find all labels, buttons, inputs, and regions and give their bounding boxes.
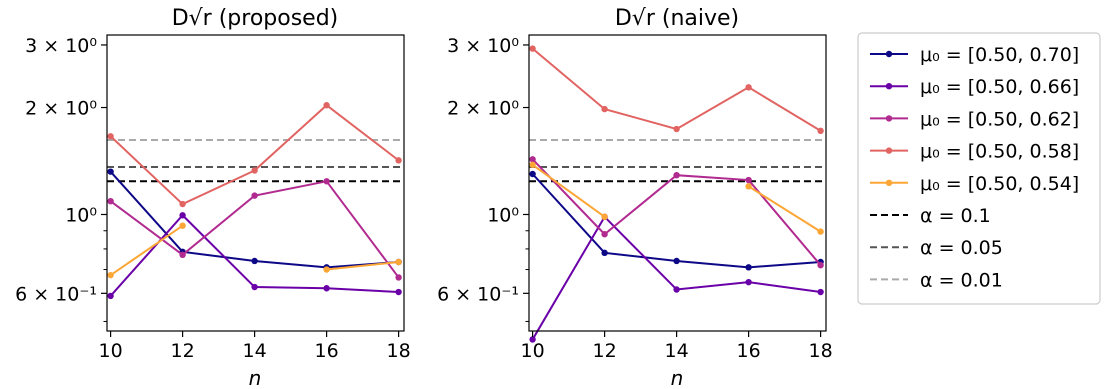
series-point-4-4 xyxy=(817,228,824,235)
series-point-2-4 xyxy=(817,261,824,269)
series-point-1-2 xyxy=(251,283,258,291)
series-point-4-1 xyxy=(179,222,186,229)
series-point-3-2 xyxy=(251,167,258,174)
x-tick-label: 16 xyxy=(737,340,761,362)
series-point-3-3 xyxy=(323,102,330,109)
x-tick-label: 10 xyxy=(99,340,123,362)
series-point-4-0 xyxy=(529,161,536,168)
legend-label-6: α = 0.05 xyxy=(920,237,1003,259)
panel-title-proposed: D√r (proposed) xyxy=(172,6,339,31)
series-line-3-0 xyxy=(109,103,400,206)
series-point-2-1 xyxy=(601,231,608,238)
legend-label-3: μ₀ = [0.50, 0.58] xyxy=(920,141,1079,163)
x-tick-label: 18 xyxy=(809,340,833,362)
series-point-1-4 xyxy=(395,288,402,296)
series-point-1-1 xyxy=(179,212,186,219)
y-tick-label: 6 × 10⁻¹ xyxy=(437,283,519,305)
series-line-4-0 xyxy=(110,224,184,276)
series-line-4-1 xyxy=(326,261,399,271)
y-tick-label: 10⁰ xyxy=(65,204,97,226)
y-tick-label: 2 × 10⁰ xyxy=(447,98,519,120)
series-point-4-1 xyxy=(601,213,608,221)
series-line-4-0 xyxy=(532,163,606,218)
legend-marker-2 xyxy=(885,115,893,122)
series-point-1-4 xyxy=(817,288,824,296)
legend: μ₀ = [0.50, 0.70] μ₀ = [0.50, 0.66] μ₀ = [… xyxy=(857,32,1101,305)
series-point-3-3 xyxy=(745,84,752,91)
y-tick-label: 3 × 10⁰ xyxy=(447,35,519,57)
series-point-3-0 xyxy=(529,45,536,52)
series-point-3-2 xyxy=(673,125,680,133)
legend-label-4: μ₀ = [0.50, 0.54] xyxy=(920,173,1079,195)
series-point-3-4 xyxy=(817,127,824,135)
series-point-2-3 xyxy=(323,178,330,185)
axes-frame xyxy=(106,34,405,332)
series-point-4-3 xyxy=(323,266,330,273)
legend-label-1: μ₀ = [0.50, 0.66] xyxy=(920,76,1079,98)
y-tick-label: 3 × 10⁰ xyxy=(25,35,97,57)
y-tick-label: 6 × 10⁻¹ xyxy=(15,283,97,305)
series-point-2-3 xyxy=(745,176,752,184)
series-point-3-0 xyxy=(107,133,114,140)
legend-label-2: μ₀ = [0.50, 0.62] xyxy=(920,108,1079,130)
series-point-2-2 xyxy=(251,192,258,199)
axes-frame xyxy=(528,34,827,332)
x-axis-label-naive: n xyxy=(671,366,684,389)
series-line-1-0 xyxy=(531,215,821,340)
x-tick-label: 12 xyxy=(593,340,617,362)
legend-marker-3 xyxy=(885,147,893,154)
legend-marker-1 xyxy=(885,83,893,90)
series-point-0-0 xyxy=(529,170,536,178)
series-point-2-2 xyxy=(673,171,680,179)
legend-marker-4 xyxy=(885,179,893,186)
series-point-2-0 xyxy=(107,197,114,205)
x-tick-label: 18 xyxy=(387,340,411,362)
x-tick-label: 12 xyxy=(171,340,195,362)
series-point-1-3 xyxy=(745,278,752,286)
legend-marker-0 xyxy=(885,50,893,58)
series-point-2-4 xyxy=(395,274,402,281)
x-axis-label-proposed: n xyxy=(249,366,262,389)
y-tick-label: 10⁰ xyxy=(487,204,519,226)
series-point-1-2 xyxy=(673,286,680,293)
x-tick-label: 14 xyxy=(243,340,267,362)
y-tick-label: 2 × 10⁰ xyxy=(25,98,97,120)
panel-proposed: D√r (proposed) n 10 12 14 16 18 6 × 10⁻¹ 10⁰ 2 … xyxy=(15,6,411,389)
series-point-3-1 xyxy=(179,200,186,208)
series-point-4-3 xyxy=(745,183,752,190)
series-line-3-0 xyxy=(531,47,822,132)
legend-label-5: α = 0.1 xyxy=(920,205,991,227)
x-tick-label: 10 xyxy=(521,340,545,362)
legend-frame xyxy=(857,32,1101,305)
series-point-1-0 xyxy=(529,336,536,343)
series-point-4-0 xyxy=(107,271,114,279)
series-line-4-1 xyxy=(748,185,822,233)
series-point-0-2 xyxy=(673,257,680,265)
x-tick-label: 14 xyxy=(665,340,689,362)
series-point-2-1 xyxy=(179,251,186,259)
series-point-1-3 xyxy=(323,285,330,292)
series-point-0-2 xyxy=(251,257,258,265)
series-point-1-0 xyxy=(107,292,114,300)
series-line-0-0 xyxy=(531,173,821,269)
series-point-0-1 xyxy=(601,249,608,257)
panel-title-naive: D√r (naive) xyxy=(615,6,739,31)
series-point-0-3 xyxy=(745,264,752,271)
panel-naive: D√r (naive) n 10 12 14 16 18 6 × 10⁻¹ 10⁰ 2 × 1… xyxy=(437,6,833,389)
series-point-0-0 xyxy=(107,168,114,175)
legend-label-0: μ₀ = [0.50, 0.70] xyxy=(920,44,1079,66)
series-point-3-1 xyxy=(601,105,608,113)
series-point-2-0 xyxy=(529,156,536,163)
x-tick-label: 16 xyxy=(315,340,339,362)
series-line-1-0 xyxy=(109,213,399,297)
series-point-3-4 xyxy=(395,157,402,164)
legend-label-7: α = 0.01 xyxy=(920,269,1003,291)
series-point-4-4 xyxy=(395,258,402,266)
